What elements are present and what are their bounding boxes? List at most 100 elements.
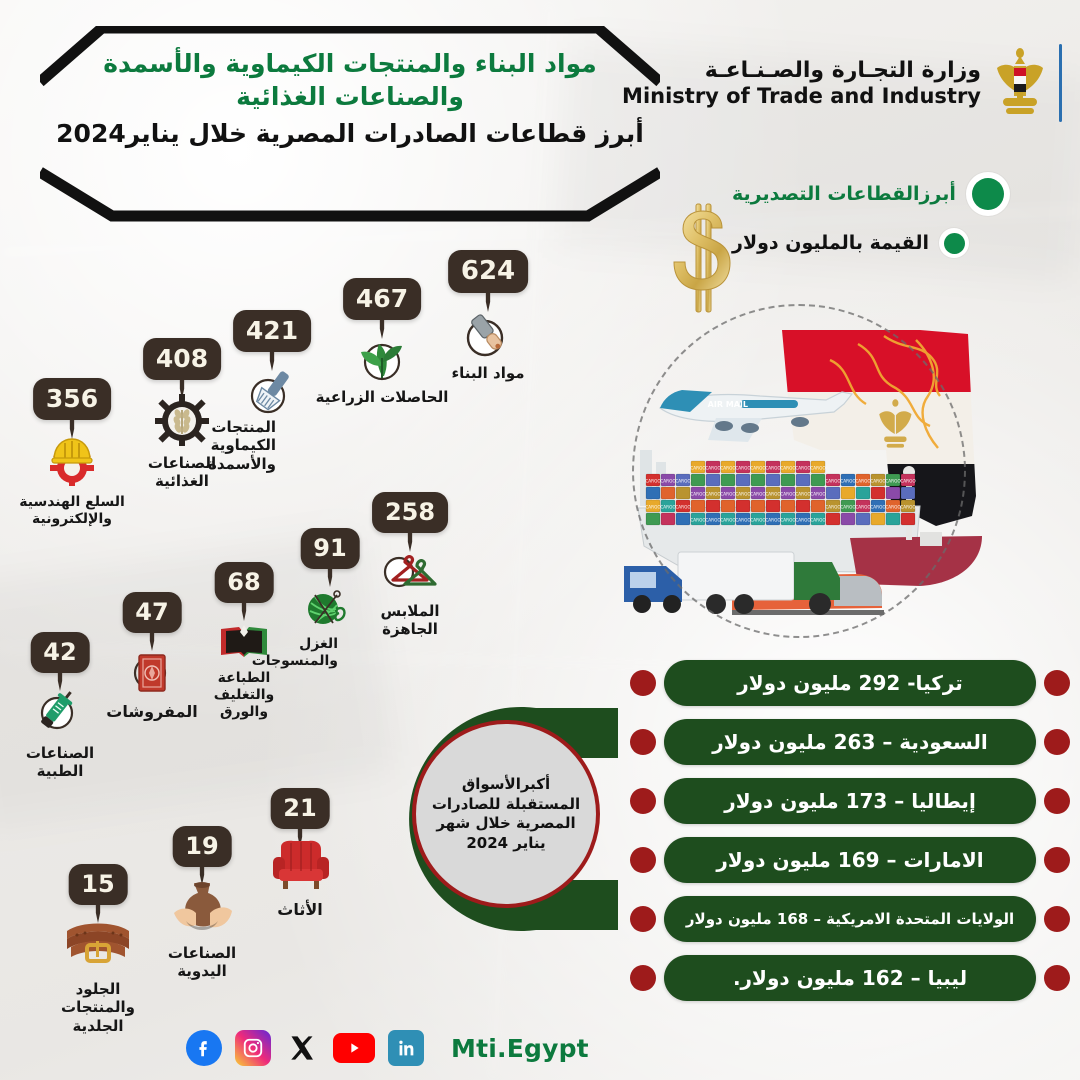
- sector-label: الطباعة والتغليف والورق: [213, 670, 275, 721]
- open-book-icon: [217, 613, 271, 667]
- pin-tail-icon: [297, 823, 303, 847]
- ministry-text: وزارة التجـارة والصـنـاعـة Ministry of T…: [622, 58, 981, 108]
- footer-social-bar: Mti.Egypt: [186, 1030, 589, 1066]
- pin-tail-icon: [241, 597, 247, 621]
- helmet-gear-icon: [45, 432, 99, 486]
- bullet-dot-icon: [1044, 788, 1070, 814]
- market-row: السعودية – 263 مليون دولار: [630, 719, 1070, 765]
- markets-list: تركيا- 292 مليون دولار السعودية – 263 مل…: [630, 660, 1070, 1014]
- legend: أبرزالقطاعات التصديرية القيمة بالمليون د…: [732, 172, 1062, 258]
- sector-label: الحاصلات الزراعية: [315, 388, 449, 406]
- pin-tail-icon: [69, 415, 75, 439]
- sector-value: 21: [270, 788, 330, 829]
- bullet-dot-icon: [630, 847, 656, 873]
- banner-text: مواد البناء والمنتجات الكيماوية والأسمدة…: [40, 48, 660, 151]
- market-pill-uae[interactable]: الامارات – 169 مليون دولار: [664, 837, 1036, 883]
- bullet-dot-icon: [1044, 729, 1070, 755]
- pin-tail-icon: [95, 899, 101, 923]
- logo-divider: [1059, 44, 1062, 122]
- bullet-dot-icon: [1044, 965, 1070, 991]
- ministry-name-arabic: وزارة التجـارة والصـنـاعـة: [704, 58, 981, 83]
- sector-label: الصناعات الطبية: [25, 744, 95, 781]
- x-twitter-icon[interactable]: [284, 1030, 320, 1066]
- sector-value: 47: [122, 592, 182, 633]
- sector-value: 421: [232, 310, 312, 352]
- sector-value: 356: [32, 378, 112, 420]
- banner-title-line2: والصناعات الغذائية: [236, 81, 464, 111]
- brand-handle: Mti.Egypt: [451, 1033, 589, 1063]
- sector-value: 19: [172, 826, 232, 867]
- banner-title-line1: مواد البناء والمنتجات الكيماوية والأسمدة: [103, 49, 597, 78]
- bullet-dot-icon: [1044, 906, 1070, 932]
- eagle-of-saladin-icon: [993, 46, 1047, 120]
- pin-tail-icon: [149, 627, 155, 651]
- sector-value: 15: [68, 864, 128, 905]
- instagram-icon[interactable]: [235, 1030, 271, 1066]
- sector-label: الغزل والمنسوجات: [251, 636, 338, 670]
- legend-row-primary: أبرزالقطاعات التصديرية: [732, 172, 1062, 216]
- pottery-hands-icon: [166, 877, 238, 931]
- sector-value: 258: [371, 492, 449, 533]
- youtube-icon[interactable]: [333, 1033, 375, 1063]
- legend-row-secondary: القيمة بالمليون دولار: [732, 228, 1062, 258]
- pin-tail-icon: [269, 347, 275, 371]
- market-pill-saudi-arabia[interactable]: السعودية – 263 مليون دولار: [664, 719, 1036, 765]
- legend-dot-large-icon: [965, 172, 1010, 216]
- sector-label: مواد البناء: [451, 364, 525, 382]
- sector-label: السلع الهندسية والإلكترونية: [19, 494, 125, 528]
- sector-value: 68: [214, 562, 274, 603]
- markets-badge: أكبرالأسواق المستقبلة للصادرات المصرية خ…: [386, 694, 622, 944]
- bullet-dot-icon: [630, 670, 656, 696]
- market-pill-libya[interactable]: ليبيا – 162 مليون دولار.: [664, 955, 1036, 1001]
- sector-value: 624: [447, 250, 529, 293]
- wheat-gear-icon: [154, 392, 210, 448]
- sector-value: 42: [30, 632, 90, 673]
- linkedin-icon[interactable]: [388, 1030, 424, 1066]
- bullet-dot-icon: [1044, 670, 1070, 696]
- markets-badge-inner: أكبرالأسواق المستقبلة للصادرات المصرية خ…: [412, 720, 600, 908]
- legend-dot-small-icon: [939, 228, 969, 258]
- sector-label: الصناعات الغذائية: [147, 454, 217, 491]
- facebook-icon[interactable]: [186, 1030, 222, 1066]
- sector-label: المفروشات: [106, 702, 198, 721]
- pin-tail-icon: [327, 563, 333, 587]
- sector-value: 91: [300, 528, 360, 569]
- sector-label: الصناعات اليدوية: [167, 944, 237, 981]
- bullet-dot-icon: [630, 729, 656, 755]
- bullet-dot-icon: [630, 788, 656, 814]
- leather-belt-icon: [61, 915, 135, 969]
- market-row: إيطاليا – 173 مليون دولار: [630, 778, 1070, 824]
- pin-tail-icon: [379, 315, 385, 339]
- armchair-icon: [269, 839, 331, 893]
- banner-subtitle: أبرز قطاعات الصادرات المصرية خلال يناير2…: [56, 119, 644, 148]
- legend-label-primary: أبرزالقطاعات التصديرية: [732, 183, 956, 205]
- title-banner: مواد البناء والمنتجات الكيماوية والأسمدة…: [40, 26, 660, 226]
- market-pill-turkey[interactable]: تركيا- 292 مليون دولار: [664, 660, 1036, 706]
- market-row: تركيا- 292 مليون دولار: [630, 660, 1070, 706]
- dollar-sign-icon: [672, 202, 736, 314]
- trowel-icon: [461, 306, 515, 360]
- ministry-logo: وزارة التجـارة والصـنـاعـة Ministry of T…: [622, 44, 1064, 122]
- pin-tail-icon: [199, 861, 205, 885]
- sector-label: المنتجات الكيماوية والأسمدة: [208, 418, 276, 473]
- pin-tail-icon: [57, 667, 63, 691]
- sector-label: الجلود والمنتجات الجلدية: [61, 980, 135, 1035]
- bullet-dot-icon: [630, 965, 656, 991]
- clothes-hanger-icon: [383, 544, 437, 598]
- banner-frame: [40, 26, 660, 226]
- market-pill-italy[interactable]: إيطاليا – 173 مليون دولار: [664, 778, 1036, 824]
- ministry-name-english: Ministry of Trade and Industry: [622, 84, 981, 108]
- sector-value: 467: [342, 278, 422, 320]
- sector-label: الأثاث: [277, 900, 323, 919]
- markets-badge-text: أكبرالأسواق المستقبلة للصادرات المصرية خ…: [431, 775, 581, 852]
- bullet-dot-icon: [1044, 847, 1070, 873]
- carpet-icon: [125, 643, 179, 697]
- bullet-dot-icon: [630, 906, 656, 932]
- market-pill-usa[interactable]: الولايات المتحدة الامريكية – 168 مليون د…: [664, 896, 1036, 942]
- pin-tail-icon: [407, 528, 413, 552]
- pin-tail-icon: [179, 375, 185, 399]
- syringe-icon: [33, 683, 87, 737]
- pin-tail-icon: [485, 288, 491, 312]
- yarn-ball-icon: [303, 579, 357, 633]
